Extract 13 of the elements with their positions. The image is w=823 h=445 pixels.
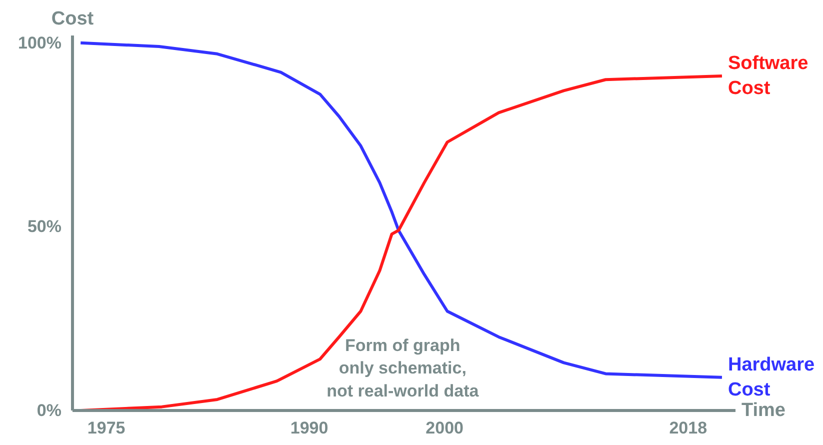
y-tick-label: 100% bbox=[18, 33, 62, 52]
series-label: Hardware Cost bbox=[728, 354, 815, 401]
line-series bbox=[79, 41, 724, 379]
y-tick-label: 0% bbox=[36, 401, 62, 420]
x-axis-title: Time bbox=[742, 400, 786, 421]
y-tick-label: 50% bbox=[27, 217, 62, 236]
annotation: Form of graph only schematic, not real-world data bbox=[326, 336, 480, 400]
x-tick-label: 1975 bbox=[87, 418, 126, 438]
x-tick-label: 2000 bbox=[426, 418, 464, 438]
y-axis-title: Cost bbox=[51, 8, 94, 30]
series-label: Software Cost bbox=[728, 52, 808, 100]
x-tick-label: 2018 bbox=[669, 418, 708, 438]
x-tick-label: 1990 bbox=[290, 418, 328, 438]
